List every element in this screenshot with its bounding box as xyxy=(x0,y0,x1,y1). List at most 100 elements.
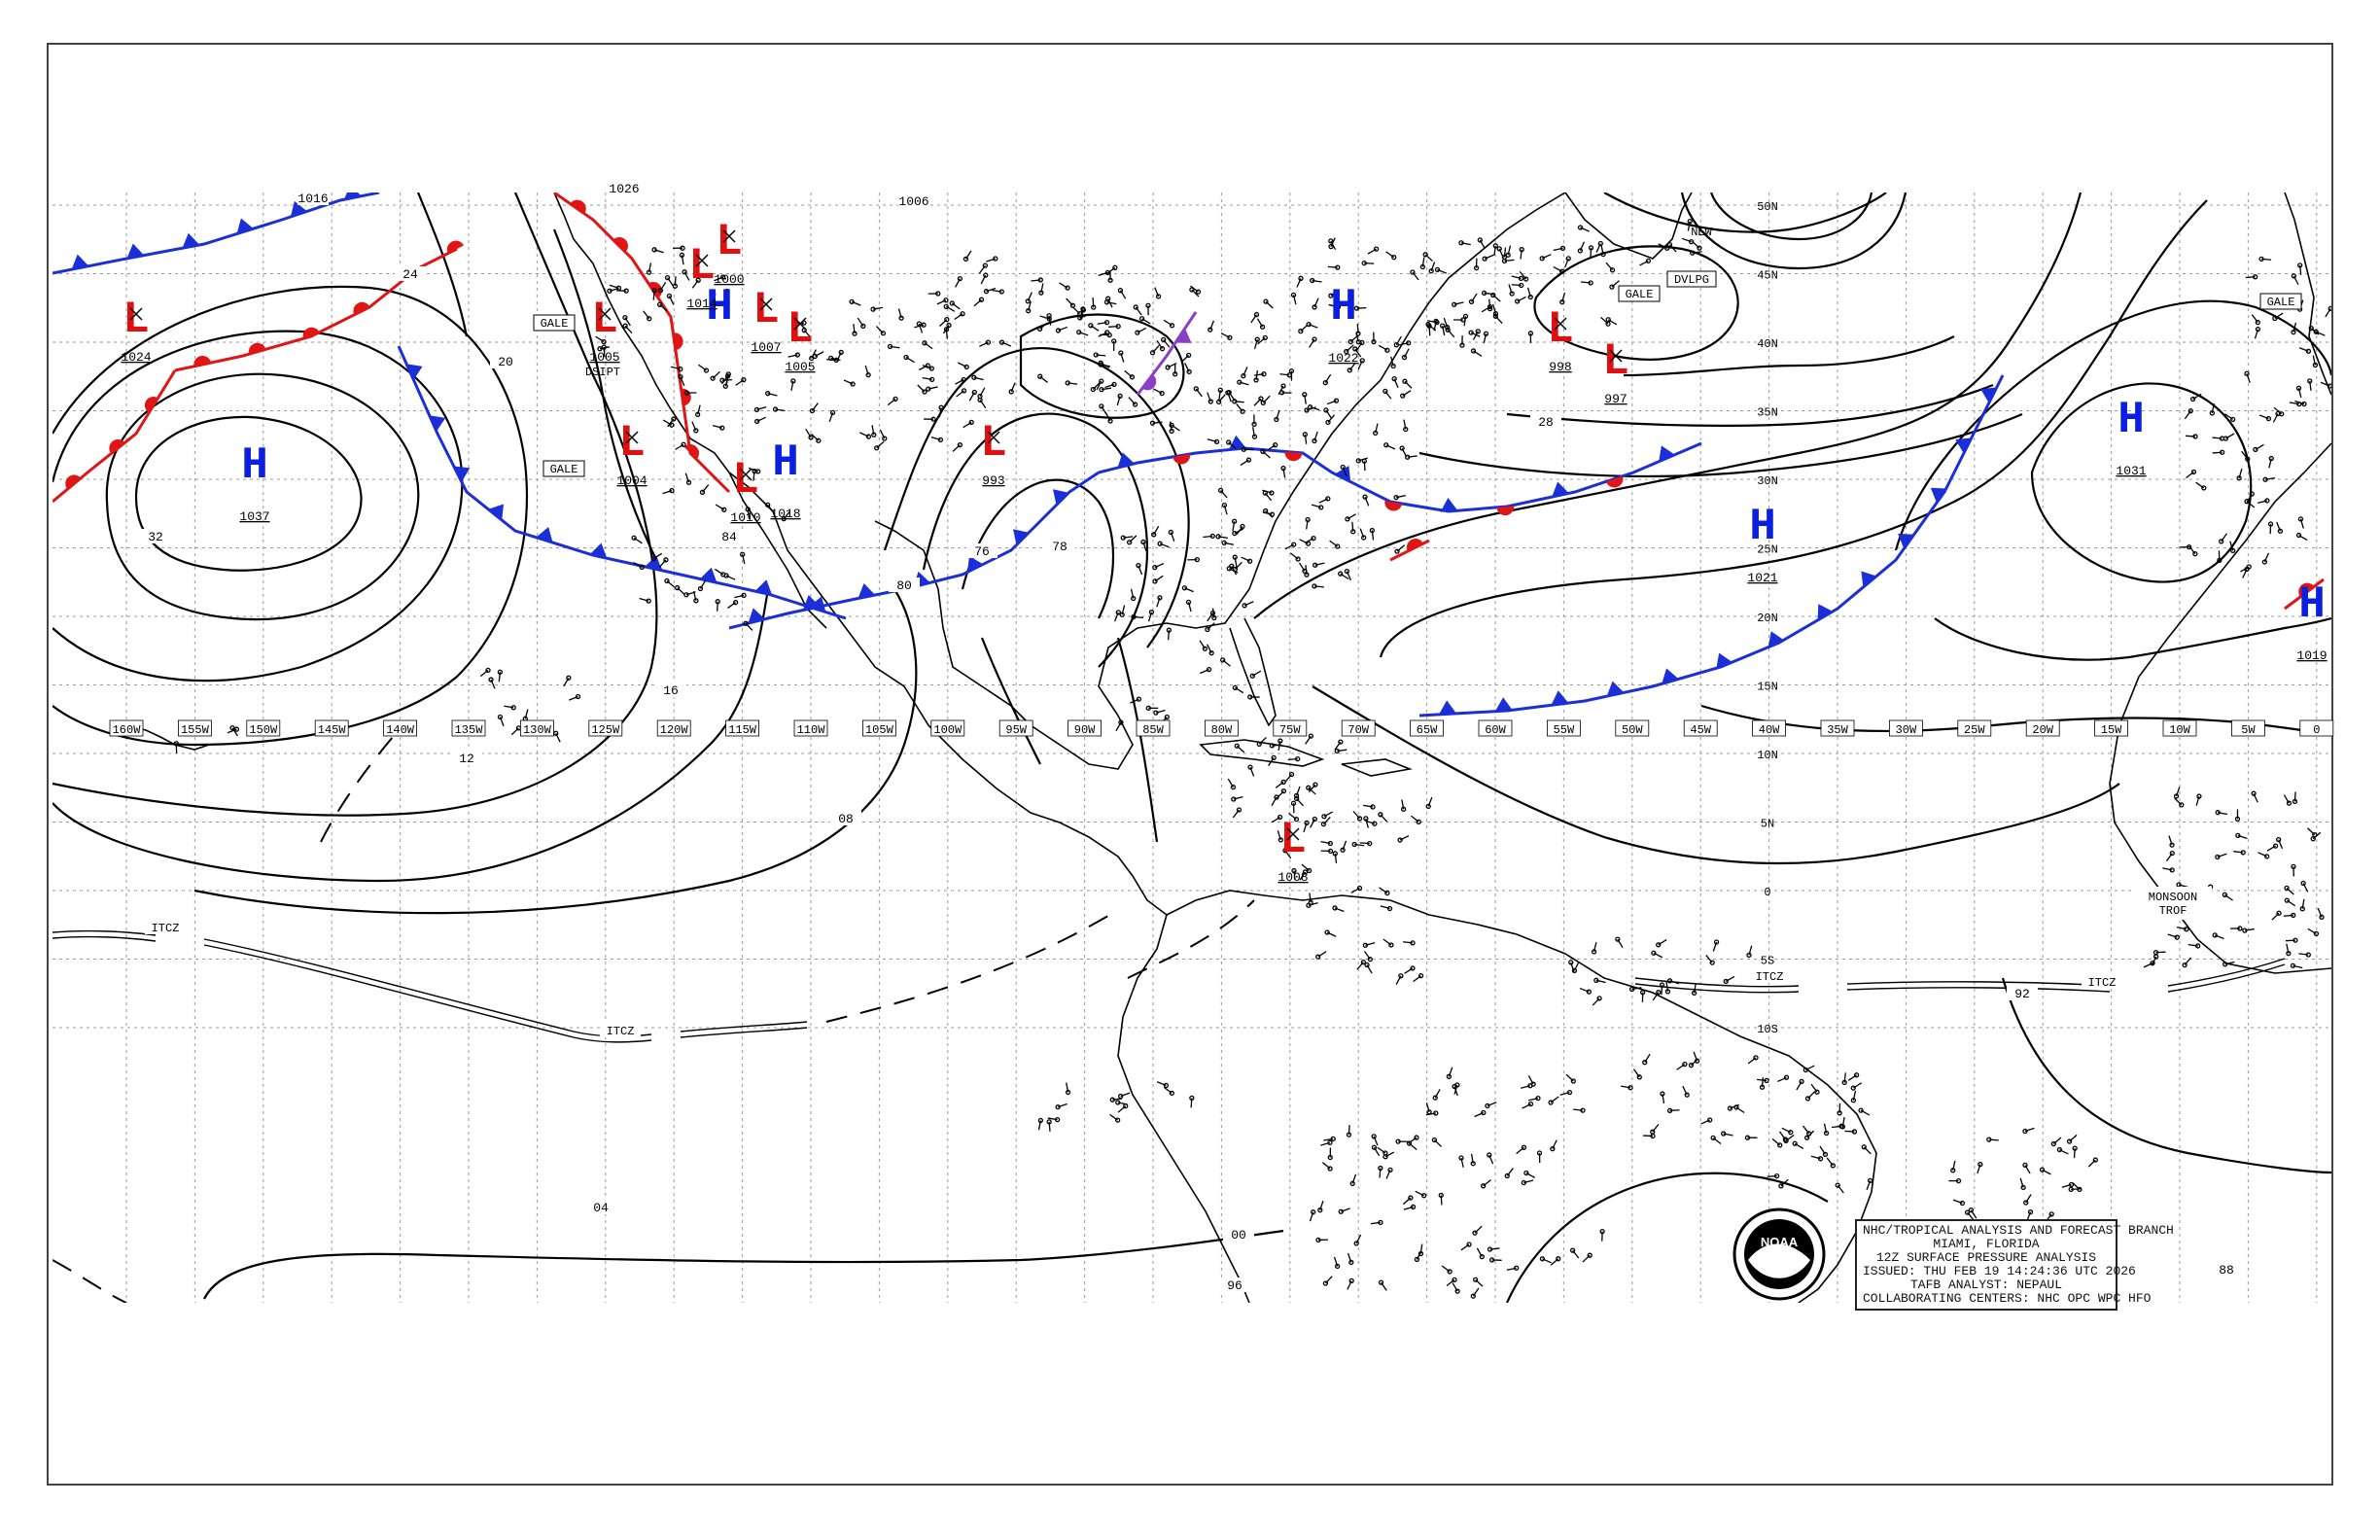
itcz-atl-a xyxy=(1634,977,1800,988)
wind-barb xyxy=(643,310,650,320)
wind-barb xyxy=(1079,313,1090,319)
station-circle xyxy=(1165,365,1171,370)
coast-africa-west xyxy=(2109,442,2331,974)
station-circle xyxy=(1271,754,1277,761)
wind-barb xyxy=(1308,787,1316,795)
isobar-1028-az xyxy=(2030,382,2253,583)
map-tag: ITCZ xyxy=(2088,976,2117,990)
wind-barb xyxy=(2261,258,2272,261)
station-circle xyxy=(2276,836,2282,843)
wind-barb xyxy=(1807,1091,1815,1100)
wind-barb xyxy=(1039,375,1048,383)
wind-barb xyxy=(2317,907,2323,918)
isobar-label: 1006 xyxy=(898,194,928,209)
cold-front-triangle xyxy=(536,527,553,543)
wind-barb xyxy=(876,326,884,334)
station-circle xyxy=(1325,496,1331,502)
coast-greenland xyxy=(1564,192,1693,260)
wind-barb xyxy=(1669,1109,1680,1111)
cold-front-triangle xyxy=(748,608,765,624)
wind-barb xyxy=(1852,1082,1863,1089)
wind-barb xyxy=(1313,298,1319,308)
wind-barb xyxy=(979,400,987,409)
station-circle xyxy=(1345,516,1350,522)
isobar-label-bg xyxy=(2211,1262,2242,1277)
wind-barb xyxy=(1304,434,1308,444)
wind-barb xyxy=(698,364,707,371)
station-circle xyxy=(1446,1073,1452,1079)
wind-barb xyxy=(1352,810,1361,820)
wind-barb xyxy=(2244,928,2255,931)
station-circle xyxy=(710,375,716,381)
station-circle xyxy=(1656,990,1662,996)
station-circle xyxy=(639,564,645,570)
station-circle xyxy=(2251,790,2257,796)
station-circle xyxy=(1521,1144,1527,1150)
wind-barb xyxy=(1154,562,1165,569)
station-circle xyxy=(1226,439,1232,445)
station-circle xyxy=(957,442,963,448)
wind-barb xyxy=(2024,1127,2035,1133)
wind-barb xyxy=(1639,260,1649,266)
wind-barb xyxy=(939,319,948,327)
station-circle xyxy=(1472,1277,1479,1282)
stationary-front-line xyxy=(1098,441,1702,513)
wind-barb xyxy=(2286,943,2290,954)
wind-barb xyxy=(978,264,986,274)
wind-barb xyxy=(1802,1125,1810,1135)
wind-barb xyxy=(992,289,1002,293)
station-circle xyxy=(1280,779,1286,786)
station-circle xyxy=(946,322,952,329)
wind-barb xyxy=(1863,1146,1872,1155)
station-circle xyxy=(1802,1067,1808,1073)
wind-barb xyxy=(1527,287,1531,298)
station-circle xyxy=(1234,743,1240,749)
station-circle xyxy=(1295,556,1301,562)
station-circle xyxy=(1444,324,1451,331)
wind-barb xyxy=(1794,1142,1804,1149)
wind-barb xyxy=(811,402,819,411)
coast-south-america xyxy=(1166,890,1877,1303)
station-circle xyxy=(2253,446,2258,453)
wind-barb xyxy=(1271,796,1278,807)
isobars xyxy=(52,192,2331,1303)
station-circle xyxy=(1220,657,1226,663)
wind-barb xyxy=(1617,938,1624,948)
wind-barb xyxy=(1780,1178,1789,1187)
station-circle xyxy=(647,316,652,322)
wind-barb xyxy=(1113,612,1119,622)
wind-barb xyxy=(1251,670,1262,677)
station-circle xyxy=(1126,540,1133,545)
warm-front-semicircle xyxy=(570,199,586,214)
wind-barb xyxy=(231,727,238,737)
lon-label: 20W xyxy=(2032,723,2053,737)
station-circle xyxy=(1481,1109,1487,1116)
cold-front-triangle xyxy=(453,466,471,482)
wind-barb xyxy=(1474,1111,1485,1118)
wind-barb xyxy=(783,510,791,519)
wind-barb xyxy=(659,281,667,292)
wind-barb xyxy=(2175,787,2181,797)
station-circle xyxy=(1397,837,1403,843)
station-circle xyxy=(2190,469,2197,475)
cold-front-triangle xyxy=(1716,652,1732,669)
station-circle xyxy=(1550,1145,1556,1152)
low-pressure-symbol: L xyxy=(591,295,618,345)
station-circle xyxy=(1259,324,1266,330)
wind-barb xyxy=(1224,542,1235,545)
wind-barb xyxy=(2310,328,2320,335)
station-circle xyxy=(1327,1166,1333,1172)
station-circle xyxy=(961,388,967,394)
coast-south-america-west xyxy=(1117,914,1250,1303)
wind-barb xyxy=(1487,1102,1497,1107)
station-circle xyxy=(1294,795,1300,802)
lat-label: 25N xyxy=(1757,543,1778,557)
station-circle xyxy=(1306,321,1312,328)
wind-barb xyxy=(1952,1160,1956,1171)
station-circle xyxy=(622,323,628,329)
lon-label: 70W xyxy=(1348,723,1369,737)
lat-lon-grid xyxy=(52,192,2331,1303)
isobar-1012 xyxy=(193,588,918,915)
wind-barb xyxy=(1137,327,1147,333)
wind-barb xyxy=(1342,840,1348,851)
